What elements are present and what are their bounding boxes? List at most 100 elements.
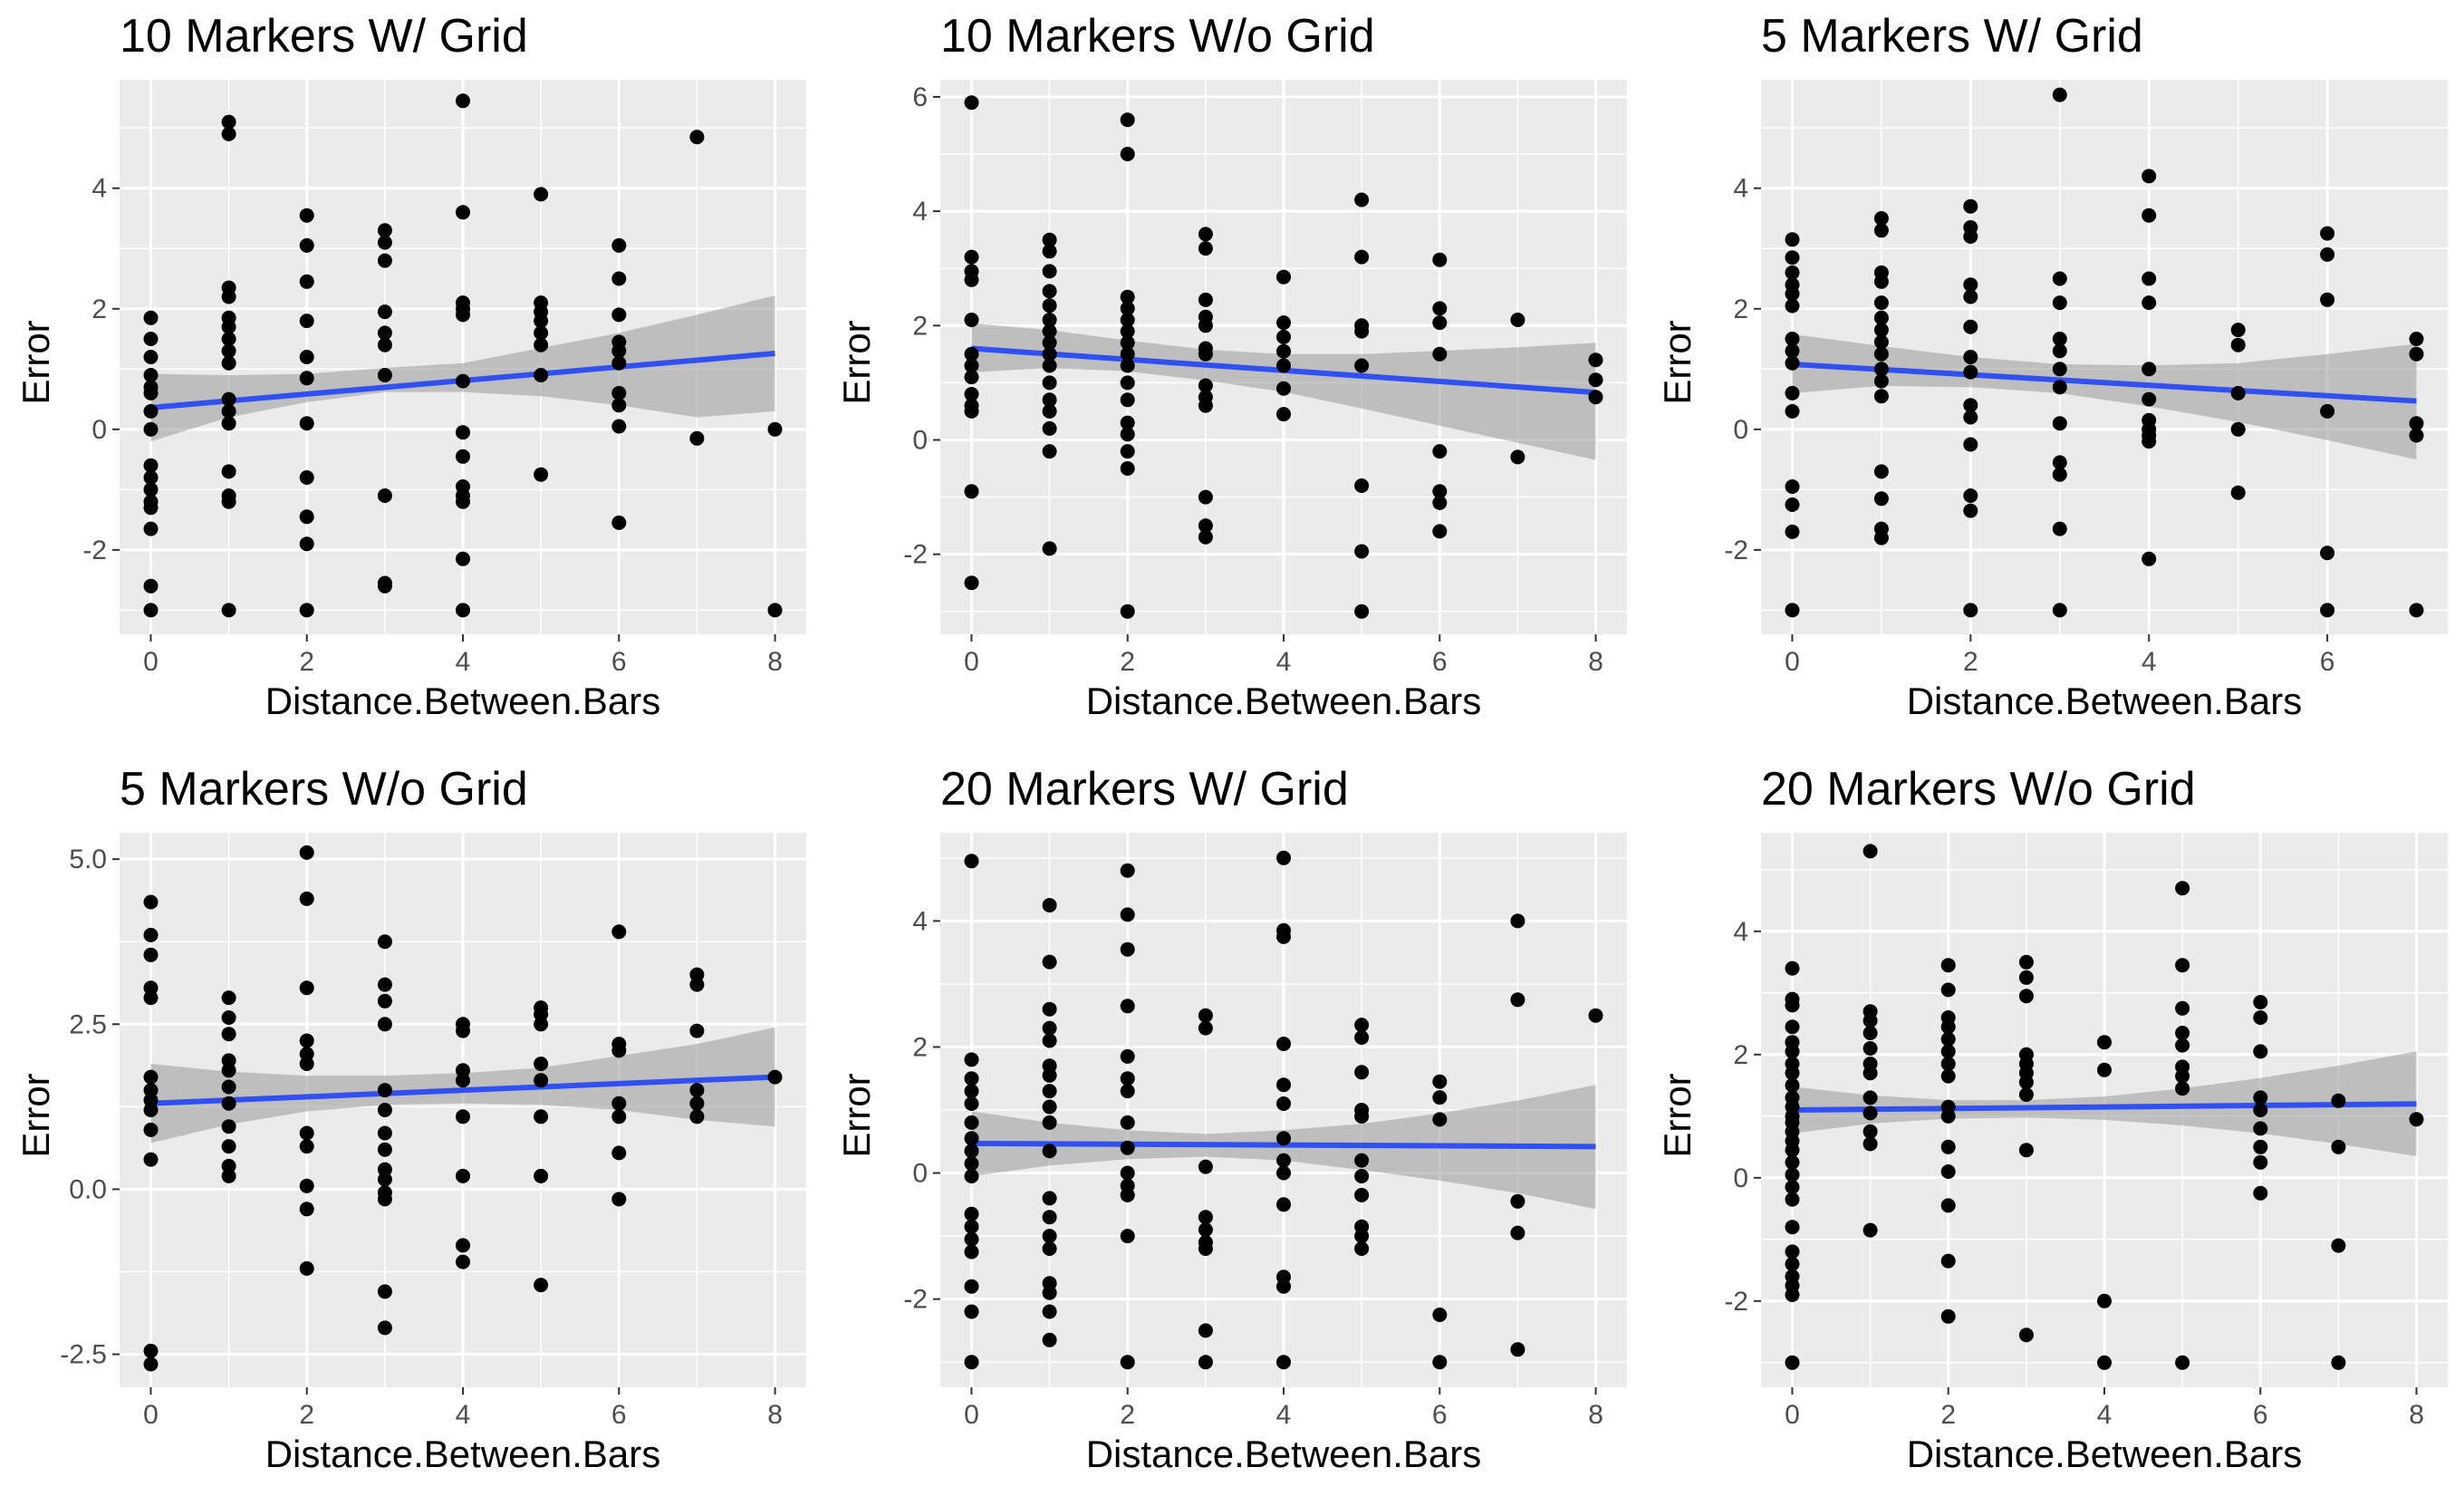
data-point	[1963, 437, 1978, 452]
data-point	[1120, 289, 1135, 304]
data-point	[143, 368, 159, 382]
x-tick-label: 2	[1940, 1400, 1956, 1424]
data-point	[1276, 269, 1291, 285]
data-point	[1588, 352, 1603, 368]
data-point	[534, 467, 549, 482]
data-point	[143, 927, 159, 942]
data-point	[1963, 198, 1978, 214]
x-tick-label: 2	[299, 647, 314, 671]
data-point	[456, 307, 470, 323]
data-point	[2175, 1026, 2190, 1040]
data-point	[534, 325, 549, 341]
x-tick-label: 4	[2142, 647, 2157, 671]
data-point	[2253, 1154, 2268, 1170]
data-point	[1354, 1229, 1370, 1244]
data-point	[1042, 420, 1057, 436]
data-point	[1940, 1057, 1956, 1071]
x-tick-label: 8	[767, 1400, 783, 1424]
data-point	[964, 484, 979, 499]
y-tick-label: 0	[1733, 415, 1748, 445]
data-point	[964, 1071, 979, 1086]
x-tick-label: 8	[767, 647, 783, 671]
data-point	[143, 990, 159, 1006]
x-axis-label: Distance.Between.Bars	[1085, 680, 1482, 722]
data-point	[964, 1279, 979, 1294]
data-point	[1042, 298, 1057, 314]
data-point	[456, 93, 470, 109]
data-point	[1276, 1355, 1291, 1370]
data-point	[1785, 1066, 1800, 1081]
data-point	[1042, 954, 1057, 970]
data-point	[2052, 416, 2067, 431]
data-point	[377, 488, 392, 503]
data-point	[377, 578, 392, 594]
data-point	[2052, 332, 2067, 346]
data-point	[1120, 358, 1135, 373]
data-point	[964, 1355, 979, 1370]
plot-area: 0 2 4 6 8 -2.5 0.0 2.5 5.0	[60, 833, 806, 1424]
data-point	[611, 271, 627, 286]
data-point	[2320, 292, 2335, 307]
data-point	[2052, 455, 2067, 470]
data-point	[1432, 1308, 1448, 1322]
y-tick-label: 4	[912, 197, 928, 227]
data-point	[1785, 998, 1800, 1013]
x-axis-label: Distance.Between.Bars	[1906, 1433, 2303, 1475]
data-point	[1198, 292, 1213, 307]
y-tick-label: 4	[1733, 174, 1748, 204]
data-point	[2097, 1035, 2112, 1050]
data-point	[1042, 284, 1057, 299]
data-point	[2253, 1103, 2268, 1117]
data-point	[1354, 1169, 1370, 1183]
data-point	[2409, 428, 2424, 443]
data-point	[377, 368, 392, 382]
data-point	[1963, 398, 1978, 413]
data-point	[377, 223, 392, 238]
data-point	[1785, 1220, 1800, 1235]
data-point	[377, 977, 392, 992]
data-point	[611, 419, 627, 434]
data-point	[1354, 1065, 1370, 1080]
data-point	[377, 1172, 392, 1187]
data-point	[1785, 332, 1800, 346]
data-point	[1510, 313, 1526, 327]
data-point	[1042, 1285, 1057, 1300]
data-point	[1120, 1187, 1135, 1202]
chart-title: 20 Markers W/ Grid	[940, 763, 1349, 816]
data-point	[1510, 992, 1526, 1008]
data-point	[2253, 995, 2268, 1009]
data-point	[2175, 1081, 2190, 1096]
y-tick-label: 2	[1733, 294, 1748, 324]
x-tick-label: 0	[143, 1400, 159, 1424]
data-point	[1785, 403, 1800, 419]
data-point	[377, 325, 392, 341]
data-point	[1940, 1108, 1956, 1124]
data-point	[689, 967, 705, 982]
data-point	[1432, 1090, 1448, 1105]
data-point	[1198, 1222, 1213, 1238]
y-tick-label: 0	[912, 425, 928, 455]
data-point	[2320, 403, 2335, 419]
regression-line	[1792, 1101, 2417, 1113]
data-point	[534, 1017, 549, 1032]
data-point	[1042, 313, 1057, 327]
data-point	[1785, 479, 1800, 494]
data-point	[689, 1083, 705, 1098]
data-point	[1940, 1031, 1956, 1047]
data-point	[1785, 385, 1800, 401]
data-point	[1042, 1210, 1057, 1225]
plot-area: 0 2 4 6 8 -2 0 2 4	[82, 80, 806, 671]
data-point	[1588, 390, 1603, 405]
data-point	[1432, 1112, 1448, 1127]
y-axis-label: Error	[1656, 320, 1699, 405]
x-axis-label: Distance.Between.Bars	[265, 1433, 661, 1475]
data-point	[1042, 1191, 1057, 1206]
data-point	[2230, 323, 2246, 338]
data-point	[1120, 313, 1135, 327]
data-point	[964, 1231, 979, 1247]
data-point	[964, 358, 979, 373]
data-point	[1873, 464, 1889, 479]
data-point	[299, 509, 314, 525]
data-point	[143, 1083, 159, 1098]
data-point	[1785, 1192, 1800, 1207]
